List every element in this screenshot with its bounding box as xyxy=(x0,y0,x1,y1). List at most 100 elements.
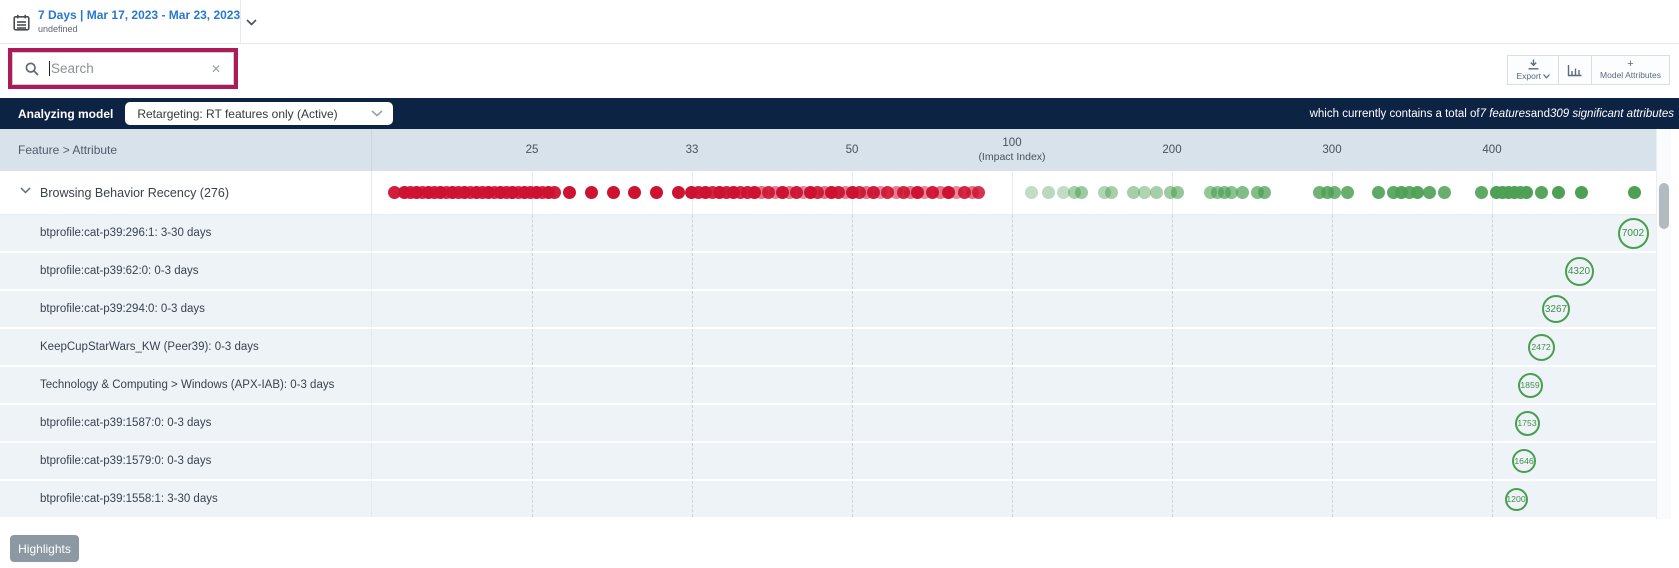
text-caret xyxy=(49,61,50,76)
impact-value-badge: 3267 xyxy=(1542,295,1570,323)
table-row[interactable]: btprofile:cat-p39:1587:0: 0-3 days 1753 xyxy=(0,405,1656,443)
positive-impact-dot xyxy=(1327,186,1341,199)
impact-gridline xyxy=(1172,329,1173,365)
table-row[interactable]: btprofile:cat-p39:294:0: 0-3 days 3267 xyxy=(0,291,1656,329)
calendar-icon xyxy=(13,14,30,31)
axis-tick-400: 400 xyxy=(1482,143,1502,156)
impact-gridline xyxy=(692,405,693,441)
table-row[interactable]: btprofile:cat-p39:1558:1: 3-30 days 1200 xyxy=(0,481,1656,519)
impact-gridline xyxy=(852,329,853,365)
analyzing-model-label: Analyzing model xyxy=(18,106,114,121)
attribute-label: btprofile:cat-p39:1587:0: 0-3 days xyxy=(40,417,212,429)
impact-value-badge: 7002 xyxy=(1617,217,1649,249)
impact-gridline xyxy=(1332,443,1333,479)
search-placeholder: Search xyxy=(51,61,94,76)
impact-gridline xyxy=(852,481,853,517)
search-input[interactable]: Search ✕ xyxy=(12,52,234,85)
impact-gridline xyxy=(1012,171,1013,215)
clear-search-icon[interactable]: ✕ xyxy=(210,61,221,76)
negative-impact-dot xyxy=(606,186,620,199)
impact-gridline xyxy=(692,253,693,289)
chart-view-button[interactable] xyxy=(1559,55,1593,85)
model-attributes-label: Model Attributes xyxy=(1600,70,1661,80)
impact-gridline xyxy=(1172,367,1173,403)
date-range-label: 7 Days | Mar 17, 2023 - Mar 23, 2023 xyxy=(38,8,241,23)
impact-gridline xyxy=(852,253,853,289)
date-range-sublabel: undefined xyxy=(38,24,78,35)
feature-row-label: Browsing Behavior Recency (276) xyxy=(40,186,229,200)
positive-impact-dot xyxy=(1257,186,1271,199)
attribute-label: btprofile:cat-p39:1579:0: 0-3 days xyxy=(40,455,212,467)
table-row[interactable]: Technology & Computing > Windows (APX-IA… xyxy=(0,367,1656,405)
attribute-impact-plot: 3267 xyxy=(371,291,1656,327)
impact-gridline xyxy=(1012,253,1013,289)
attribute-label: btprofile:cat-p39:294:0: 0-3 days xyxy=(40,303,205,315)
impact-gridline xyxy=(1172,215,1173,251)
positive-impact-dot xyxy=(1437,186,1451,199)
positive-impact-dot xyxy=(1170,186,1184,199)
impact-gridline xyxy=(1012,329,1013,365)
positive-impact-dot xyxy=(1422,186,1436,199)
negative-impact-dot xyxy=(562,186,576,199)
model-select-dropdown[interactable]: Retargeting: RT features only (Active) xyxy=(125,102,394,125)
table-row[interactable]: btprofile:cat-p39:1579:0: 0-3 days 1646 xyxy=(0,443,1656,481)
impact-gridline xyxy=(1492,215,1493,251)
positive-impact-dot xyxy=(1551,186,1565,199)
impact-gridline xyxy=(692,215,693,251)
impact-gridline xyxy=(1332,253,1333,289)
table-row[interactable]: btprofile:cat-p39:62:0: 0-3 days 4320 xyxy=(0,253,1656,291)
axis-tick-25: 25 xyxy=(525,143,539,156)
impact-dot-plot xyxy=(371,171,1656,215)
positive-impact-dot xyxy=(1104,186,1118,199)
impact-value-badge: 1200 xyxy=(1504,487,1528,511)
impact-gridline xyxy=(532,329,533,365)
negative-impact-dot xyxy=(387,186,401,199)
table-row[interactable]: btprofile:cat-p39:296:1: 3-30 days 7002 xyxy=(0,215,1656,253)
scrollbar-thumb[interactable] xyxy=(1659,183,1669,229)
impact-gridline xyxy=(532,215,533,251)
export-button[interactable]: Export xyxy=(1507,55,1560,85)
impact-gridline xyxy=(1012,481,1013,517)
search-icon xyxy=(25,62,39,76)
impact-gridline xyxy=(1492,405,1493,441)
impact-value-badge: 2472 xyxy=(1527,333,1555,361)
chevron-down-icon xyxy=(1543,73,1550,79)
chevron-down-icon xyxy=(371,110,383,117)
attribute-impact-plot: 2472 xyxy=(371,329,1656,365)
impact-value-badge: 1753 xyxy=(1514,410,1540,436)
table-row[interactable]: KeepCupStarWars_KW (Peer39): 0-3 days 247… xyxy=(0,329,1656,367)
attribute-impact-plot: 1646 xyxy=(371,443,1656,479)
positive-impact-dot xyxy=(1410,186,1424,199)
attribute-label: KeepCupStarWars_KW (Peer39): 0-3 days xyxy=(40,341,259,353)
impact-gridline xyxy=(1332,405,1333,441)
axis-tick-200: 200 xyxy=(1162,143,1182,156)
impact-value-badge: 1646 xyxy=(1512,449,1536,473)
feature-row-browsing-behavior-recency[interactable]: Browsing Behavior Recency (276) xyxy=(0,171,1656,215)
table-header: Feature > Attribute 25 33 50 100 (Impact Ind… xyxy=(0,129,1656,171)
export-label: Export xyxy=(1516,71,1542,81)
attribute-label: btprofile:cat-p39:62:0: 0-3 days xyxy=(40,265,199,277)
model-summary-text: which currently contains a total of 7 fe… xyxy=(1309,107,1674,120)
impact-gridline xyxy=(1492,253,1493,289)
model-attributes-button[interactable]: + Model Attributes xyxy=(1592,55,1670,85)
collapse-chevron-icon[interactable] xyxy=(20,187,31,194)
impact-gridline xyxy=(1492,481,1493,517)
negative-impact-dot xyxy=(971,186,985,199)
positive-impact-dot xyxy=(1574,186,1588,199)
impact-gridline xyxy=(692,367,693,403)
impact-gridline xyxy=(1172,291,1173,327)
feature-attribute-column-header: Feature > Attribute xyxy=(18,143,118,157)
date-range-selector[interactable]: 7 Days | Mar 17, 2023 - Mar 23, 2023 und… xyxy=(0,0,257,44)
positive-impact-dot xyxy=(1224,186,1238,199)
analyzing-model-bar: Analyzing model Retargeting: RT features… xyxy=(0,98,1679,129)
highlights-button[interactable]: Highlights xyxy=(10,535,79,562)
negative-impact-dot xyxy=(671,186,685,199)
impact-gridline xyxy=(1172,443,1173,479)
impact-gridline xyxy=(532,367,533,403)
attribute-label: Technology & Computing > Windows (APX-IA… xyxy=(40,379,335,391)
impact-gridline xyxy=(1012,405,1013,441)
vertical-scrollbar[interactable] xyxy=(1656,129,1671,519)
positive-impact-dot xyxy=(1519,186,1533,199)
impact-gridline xyxy=(1012,215,1013,251)
axis-tick-100: 100 (Impact Index) xyxy=(978,137,1046,163)
